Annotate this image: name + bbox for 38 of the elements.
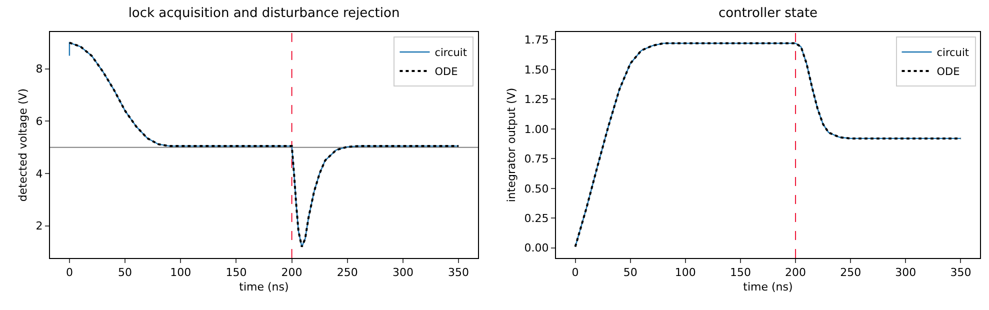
x-tick-label: 300	[895, 266, 916, 280]
y-tick-label: 4	[36, 167, 43, 180]
x-axis-title: time (ns)	[239, 280, 289, 294]
x-tick-label: 350	[448, 266, 470, 280]
y-tick-label: 6	[36, 115, 43, 128]
chart-title: controller state	[718, 6, 818, 21]
y-tick-label: 0.50	[524, 182, 549, 196]
x-tick-label: 200	[785, 266, 806, 280]
y-tick-label: 0.25	[524, 212, 549, 225]
x-tick-label: 250	[336, 266, 358, 280]
y-axis-title: detected voltage (V)	[16, 88, 30, 202]
x-tick-label: 150	[226, 266, 247, 280]
x-axis-title: time (ns)	[743, 280, 793, 294]
legend-label: ODE	[936, 66, 960, 78]
x-tick-label: 100	[170, 266, 192, 280]
legend-label: ODE	[434, 66, 458, 78]
legend-label: circuit	[936, 47, 970, 60]
y-tick-label: 1.25	[524, 93, 549, 106]
x-tick-label: 300	[392, 266, 414, 280]
y-tick-label: 1.50	[524, 63, 549, 76]
x-tick-label: 0	[572, 266, 579, 280]
y-tick-label: 8	[36, 62, 43, 76]
x-tick-label: 350	[950, 266, 972, 280]
x-tick-label: 0	[66, 266, 73, 280]
y-tick-label: 2	[36, 220, 43, 233]
x-tick-label: 200	[281, 266, 302, 280]
y-tick-label: 0.75	[524, 152, 549, 166]
x-tick-label: 150	[730, 266, 751, 280]
y-axis-title: integrator output (V)	[504, 88, 518, 202]
y-tick-label: 1.75	[524, 34, 549, 47]
x-tick-label: 250	[840, 266, 862, 280]
y-tick-label: 1.00	[524, 122, 549, 136]
chart-title: lock acquisition and disturbance rejection	[128, 6, 400, 21]
legend-label: circuit	[434, 47, 467, 60]
y-tick-label: 0.00	[524, 242, 549, 255]
x-tick-label: 50	[623, 266, 638, 280]
x-tick-label: 100	[674, 266, 696, 280]
x-tick-label: 50	[118, 266, 132, 280]
